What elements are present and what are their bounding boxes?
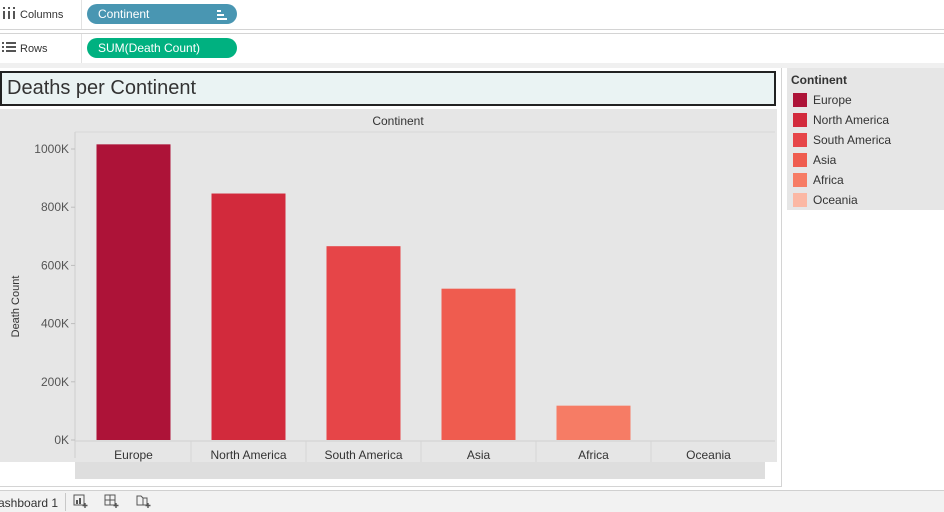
legend-item-africa[interactable]: Africa bbox=[793, 172, 844, 188]
bar-asia bbox=[441, 288, 516, 440]
y-tick-label: 0K bbox=[54, 433, 69, 447]
color-legend: Continent Europe North America South Ame… bbox=[787, 68, 944, 210]
legend-item-europe[interactable]: Europe bbox=[793, 92, 852, 108]
continent-pill-label: Continent bbox=[98, 7, 150, 21]
rows-icon bbox=[2, 41, 16, 56]
bar-chart: Continent 0K 200K 400K 600K 800K 1000K Death Co… bbox=[10, 114, 775, 467]
sheet-title[interactable]: Deaths per Continent bbox=[0, 71, 776, 106]
legend-title: Continent bbox=[791, 73, 847, 87]
legend-item-oceania[interactable]: Oceania bbox=[793, 192, 858, 208]
legend-label-europe: Europe bbox=[813, 93, 852, 107]
columns-shelf-label: Columns bbox=[0, 0, 82, 29]
new-story-icon[interactable] bbox=[136, 494, 152, 511]
bar-europe bbox=[96, 144, 171, 440]
y-tick-label: 800K bbox=[41, 200, 69, 214]
y-axis-label: Death Count bbox=[10, 276, 22, 338]
bar-south-america bbox=[326, 246, 401, 440]
sort-descending-icon[interactable] bbox=[217, 9, 227, 23]
bar-north-america bbox=[211, 193, 286, 440]
legend-swatch-north-america bbox=[793, 113, 807, 127]
legend-label-south-america: South America bbox=[813, 133, 892, 147]
continent-pill[interactable]: Continent bbox=[87, 4, 237, 24]
x-tick-label-africa: Africa bbox=[578, 448, 609, 462]
tab-divider bbox=[65, 493, 66, 511]
x-tick-label-asia: Asia bbox=[467, 448, 491, 462]
y-tick-label: 400K bbox=[41, 317, 69, 331]
y-tick-label: 600K bbox=[41, 258, 69, 272]
death-count-pill-label: SUM(Death Count) bbox=[98, 41, 201, 55]
rows-shelf: Rows SUM(Death Count) bbox=[0, 33, 944, 64]
legend-swatch-south-america bbox=[793, 133, 807, 147]
legend-item-asia[interactable]: Asia bbox=[793, 152, 836, 168]
legend-label-africa: Africa bbox=[813, 173, 844, 187]
horizontal-scroll-strip[interactable] bbox=[75, 462, 765, 479]
dashboard-tab[interactable]: ashboard 1 bbox=[0, 496, 59, 510]
new-worksheet-icon[interactable] bbox=[73, 494, 89, 511]
y-tick-label: 1000K bbox=[34, 142, 69, 156]
death-count-pill[interactable]: SUM(Death Count) bbox=[87, 38, 237, 58]
legend-label-oceania: Oceania bbox=[813, 193, 858, 207]
legend-swatch-asia bbox=[793, 153, 807, 167]
column-header: Continent bbox=[372, 114, 424, 128]
columns-shelf: Columns Continent bbox=[0, 0, 944, 30]
x-tick-label-europe: Europe bbox=[114, 448, 153, 462]
new-dashboard-icon[interactable] bbox=[104, 494, 120, 511]
sheet-tab-bar: ashboard 1 bbox=[0, 490, 944, 512]
legend-item-north-america[interactable]: North America bbox=[793, 112, 889, 128]
x-tick-label-north-america: North America bbox=[210, 448, 286, 462]
legend-swatch-europe bbox=[793, 93, 807, 107]
legend-item-south-america[interactable]: South America bbox=[793, 132, 891, 148]
legend-swatch-africa bbox=[793, 173, 807, 187]
y-tick-label: 200K bbox=[41, 375, 69, 389]
columns-icon bbox=[2, 7, 16, 22]
bar-africa bbox=[556, 405, 631, 440]
shelf-separator bbox=[0, 63, 944, 68]
rows-shelf-label: Rows bbox=[0, 34, 82, 63]
legend-label-asia: Asia bbox=[813, 153, 837, 167]
legend-swatch-oceania bbox=[793, 193, 807, 207]
rows-label: Rows bbox=[20, 42, 48, 55]
x-tick-label-oceania: Oceania bbox=[686, 448, 731, 462]
legend-label-north-america: North America bbox=[813, 113, 890, 127]
columns-label: Columns bbox=[20, 8, 64, 21]
x-tick-label-south-america: South America bbox=[324, 448, 402, 462]
